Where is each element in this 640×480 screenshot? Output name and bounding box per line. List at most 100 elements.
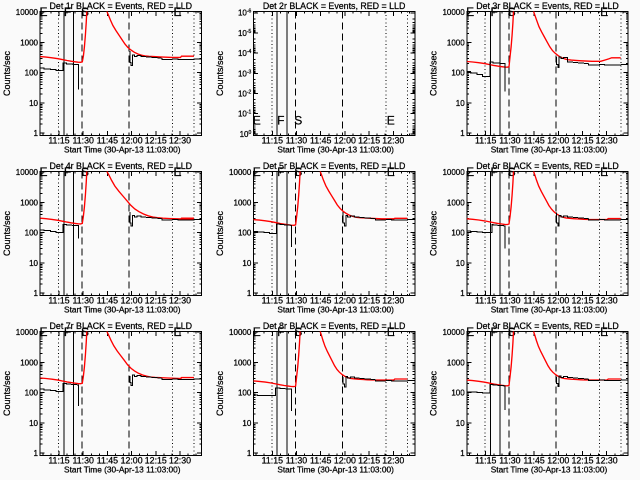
svg-text:E: E: [387, 114, 395, 128]
svg-text:10-4: 10-4: [238, 49, 252, 58]
svg-text:12:30: 12:30: [169, 135, 191, 145]
svg-text:100: 100: [25, 229, 39, 238]
svg-text:E: E: [39, 5, 47, 19]
svg-text:12:30: 12:30: [382, 135, 404, 145]
svg-text:Counts/sec: Counts/sec: [2, 210, 12, 256]
svg-text:E: E: [600, 165, 608, 179]
svg-text:12:00: 12:00: [547, 135, 569, 145]
svg-text:1: 1: [34, 289, 39, 298]
svg-text:10000: 10000: [16, 168, 39, 177]
svg-text:Start Time (30-Apr-13 11:03:00: Start Time (30-Apr-13 11:03:00): [491, 144, 608, 154]
svg-text:12:30: 12:30: [382, 455, 404, 465]
svg-text:11:45: 11:45: [523, 455, 544, 465]
svg-text:Det 3r BLACK = Events, RED = L: Det 3r BLACK = Events, RED = LLD: [476, 1, 619, 11]
svg-text:Det 8r BLACK = Events, RED = L: Det 8r BLACK = Events, RED = LLD: [263, 321, 406, 331]
svg-text:12:00: 12:00: [121, 135, 143, 145]
svg-text:F: F: [277, 165, 284, 179]
svg-text:Start Time (30-Apr-13 11:03:00: Start Time (30-Apr-13 11:03:00): [64, 464, 181, 474]
svg-text:1000: 1000: [447, 358, 465, 367]
svg-text:100: 100: [451, 69, 465, 78]
svg-text:10000: 10000: [442, 328, 465, 337]
svg-text:12:00: 12:00: [121, 295, 143, 305]
svg-text:11:15: 11:15: [475, 135, 496, 145]
svg-text:E: E: [387, 165, 395, 179]
svg-text:Start Time (30-Apr-13 11:03:00: Start Time (30-Apr-13 11:03:00): [277, 304, 394, 314]
svg-text:12:00: 12:00: [334, 135, 356, 145]
svg-text:Start Time (30-Apr-13 11:03:00: Start Time (30-Apr-13 11:03:00): [277, 464, 394, 474]
svg-text:1000: 1000: [20, 198, 38, 207]
svg-text:E: E: [600, 325, 608, 339]
svg-text:E: E: [173, 325, 181, 339]
svg-text:10: 10: [456, 419, 465, 428]
svg-text:Counts/sec: Counts/sec: [215, 370, 225, 416]
svg-text:1: 1: [247, 289, 252, 298]
svg-text:10-6: 10-6: [238, 9, 252, 18]
svg-text:12:30: 12:30: [169, 455, 191, 465]
svg-text:10-3: 10-3: [238, 69, 252, 78]
svg-text:Det 9r BLACK = Events, RED = L: Det 9r BLACK = Events, RED = LLD: [476, 321, 619, 331]
svg-text:F: F: [64, 5, 71, 19]
svg-text:10: 10: [29, 259, 38, 268]
svg-text:10000: 10000: [442, 168, 465, 177]
svg-text:1000: 1000: [447, 198, 465, 207]
svg-text:Counts/sec: Counts/sec: [429, 370, 439, 416]
svg-text:10: 10: [456, 99, 465, 108]
svg-text:100: 100: [25, 69, 39, 78]
svg-text:11:30: 11:30: [499, 295, 520, 305]
svg-text:11:15: 11:15: [48, 455, 69, 465]
svg-text:12:30: 12:30: [382, 295, 404, 305]
svg-text:S: S: [81, 325, 89, 339]
svg-text:11:30: 11:30: [73, 135, 94, 145]
svg-text:12:15: 12:15: [145, 135, 167, 145]
svg-text:12:00: 12:00: [121, 455, 143, 465]
svg-text:E: E: [173, 5, 181, 19]
svg-text:11:15: 11:15: [262, 295, 283, 305]
svg-text:10000: 10000: [229, 328, 252, 337]
svg-text:11:45: 11:45: [310, 295, 331, 305]
svg-text:E: E: [253, 165, 261, 179]
svg-text:1: 1: [460, 289, 465, 298]
svg-text:12:00: 12:00: [334, 295, 356, 305]
svg-text:Det 2r BLACK = Events, RED = L: Det 2r BLACK = Events, RED = LLD: [263, 1, 406, 11]
svg-text:100: 100: [451, 229, 465, 238]
svg-text:1000: 1000: [20, 38, 38, 47]
svg-text:10000: 10000: [442, 8, 465, 17]
svg-text:1: 1: [34, 449, 39, 458]
svg-text:S: S: [508, 5, 516, 19]
svg-text:12:15: 12:15: [358, 295, 380, 305]
svg-text:11:45: 11:45: [97, 455, 118, 465]
svg-text:100: 100: [451, 389, 465, 398]
svg-text:10: 10: [242, 259, 251, 268]
svg-text:10: 10: [242, 419, 251, 428]
svg-text:1: 1: [460, 129, 465, 138]
svg-text:11:30: 11:30: [286, 135, 307, 145]
svg-text:1: 1: [460, 449, 465, 458]
svg-text:100: 100: [238, 389, 252, 398]
svg-text:11:45: 11:45: [97, 295, 118, 305]
svg-text:Counts/sec: Counts/sec: [2, 370, 12, 416]
svg-text:F: F: [277, 325, 284, 339]
svg-text:Start Time (30-Apr-13 11:03:00: Start Time (30-Apr-13 11:03:00): [64, 304, 181, 314]
svg-text:Start Time (30-Apr-13 11:03:00: Start Time (30-Apr-13 11:03:00): [277, 144, 394, 154]
svg-text:1: 1: [247, 449, 252, 458]
svg-text:Start Time (30-Apr-13 11:03:00: Start Time (30-Apr-13 11:03:00): [64, 144, 181, 154]
svg-text:11:30: 11:30: [499, 135, 520, 145]
svg-text:S: S: [294, 114, 302, 128]
svg-text:11:30: 11:30: [73, 455, 94, 465]
svg-text:11:45: 11:45: [523, 295, 544, 305]
svg-text:1000: 1000: [20, 358, 38, 367]
svg-text:E: E: [466, 325, 474, 339]
svg-text:Start Time (30-Apr-13 11:03:00: Start Time (30-Apr-13 11:03:00): [491, 464, 608, 474]
svg-text:10: 10: [29, 419, 38, 428]
svg-text:Counts/sec: Counts/sec: [215, 50, 225, 96]
svg-text:1000: 1000: [447, 38, 465, 47]
svg-text:11:30: 11:30: [286, 455, 307, 465]
svg-text:S: S: [81, 5, 89, 19]
svg-text:10-5: 10-5: [238, 29, 252, 38]
svg-text:11:30: 11:30: [73, 295, 94, 305]
svg-text:S: S: [81, 165, 89, 179]
svg-text:100: 100: [240, 130, 252, 139]
svg-text:1000: 1000: [234, 198, 252, 207]
svg-text:Counts/sec: Counts/sec: [429, 210, 439, 256]
svg-text:11:45: 11:45: [523, 135, 544, 145]
